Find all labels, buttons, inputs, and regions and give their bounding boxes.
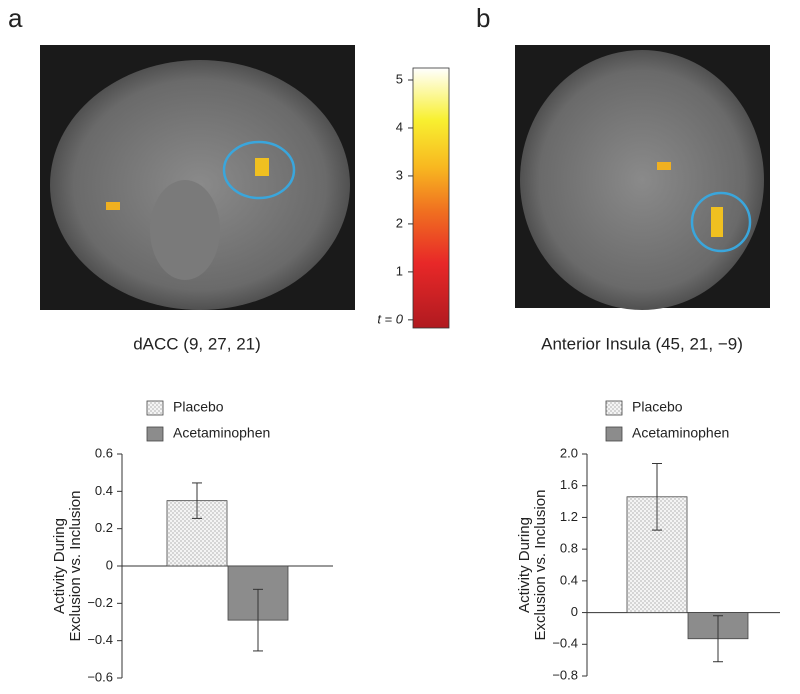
image-caption: dACC (9, 27, 21) (133, 334, 261, 353)
brain-image-coronal (515, 45, 770, 310)
y-tick-label: 0 (106, 557, 113, 572)
y-tick-label: 0.4 (560, 572, 578, 587)
error-bar (192, 482, 202, 519)
legend-label: Placebo (632, 399, 683, 415)
y-tick-label: 1.6 (560, 477, 578, 492)
y-tick-label: −0.8 (552, 667, 578, 682)
colorbar-tick-label: 2 (396, 215, 403, 230)
error-bar (652, 463, 662, 531)
brain-image-sagittal (40, 45, 355, 310)
legend-label: Acetaminophen (632, 425, 729, 441)
colorbar-tick-label: 1 (396, 263, 403, 278)
legend-swatch (605, 400, 623, 416)
legend-label: Placebo (173, 399, 224, 415)
error-bar (713, 615, 723, 663)
y-tick-label: −0.4 (87, 632, 113, 647)
y-tick-label: −0.2 (87, 595, 113, 610)
error-bar (253, 588, 263, 652)
y-axis-label: Activity During (51, 518, 68, 614)
y-tick-label: 1.2 (560, 509, 578, 524)
colorbar-tick-label: 3 (396, 167, 403, 182)
legend-swatch (605, 426, 623, 442)
y-tick-label: 0 (571, 604, 578, 619)
colorbar (412, 67, 450, 329)
panel-label: b (476, 3, 490, 33)
y-tick-label: 2.0 (560, 445, 578, 460)
colorbar-tick-label: t = 0 (377, 311, 403, 326)
y-tick-label: −0.4 (552, 636, 578, 651)
y-tick-label: 0.4 (95, 483, 113, 498)
y-tick-label: 0.6 (95, 445, 113, 460)
legend-swatch (146, 400, 164, 416)
y-axis-label: Exclusion vs. Inclusion (532, 490, 549, 641)
image-caption: Anterior Insula (45, 21, −9) (541, 334, 743, 353)
colorbar-tick-label: 4 (396, 119, 403, 134)
legend-swatch (146, 426, 164, 442)
y-axis-label: Activity During (516, 517, 533, 613)
colorbar-tick-label: 5 (396, 71, 403, 86)
y-tick-label: −0.6 (87, 669, 113, 684)
y-axis-label: Exclusion vs. Inclusion (67, 491, 84, 642)
legend-label: Acetaminophen (173, 425, 270, 441)
panel-label: a (8, 3, 23, 33)
y-tick-label: 0.2 (95, 520, 113, 535)
y-tick-label: 0.8 (560, 541, 578, 556)
